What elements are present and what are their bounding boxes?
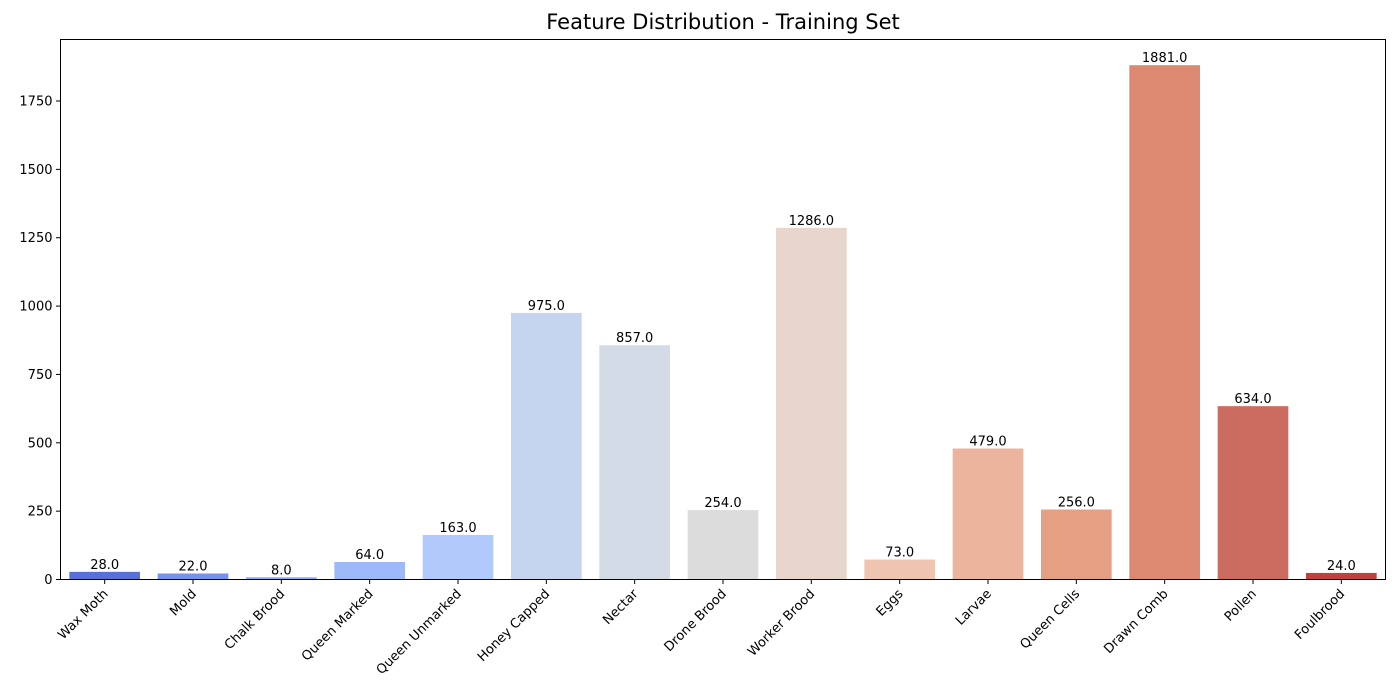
y-tick-label: 1750 [19, 95, 52, 110]
x-tick-label: Drone Brood [662, 587, 730, 655]
bar-wax-moth [69, 571, 140, 580]
plot-frame [60, 39, 1386, 580]
bar-eggs [864, 559, 935, 580]
data-label: 8.0 [271, 563, 292, 578]
x-tick-label: Drawn Comb [1101, 587, 1171, 657]
x-tick-label: Queen Unmarked [374, 587, 465, 678]
data-label: 1286.0 [789, 214, 835, 229]
y-tick-label: 1250 [19, 231, 52, 246]
x-tick-label: Wax Moth [55, 587, 111, 643]
x-tick-label: Foulbrood [1292, 587, 1348, 643]
bar-mold [157, 573, 229, 580]
bar-drone-brood [687, 510, 759, 580]
x-tick-label: Pollen [1222, 587, 1260, 625]
data-label: 479.0 [969, 435, 1006, 450]
x-tick-label: Eggs [874, 587, 907, 620]
bar-worker-brood [776, 227, 847, 580]
data-label: 857.0 [616, 331, 653, 346]
bar-pollen [1217, 406, 1289, 580]
y-axis: 0 250 500 750 1000 1250 1500 1750 [19, 95, 61, 588]
x-tick-label: Larvae [953, 587, 995, 629]
data-label: 634.0 [1234, 392, 1271, 407]
x-tick-label: Worker Brood [745, 587, 818, 660]
data-label: 256.0 [1058, 496, 1095, 511]
bar-honey-capped [511, 312, 582, 580]
x-tick-label: Honey Capped [475, 587, 553, 665]
y-tick-label: 1500 [19, 163, 52, 178]
bar-nectar [599, 345, 670, 580]
data-label: 28.0 [90, 558, 119, 573]
x-tick-label: Mold [167, 587, 200, 620]
x-tick-label: Chalk Brood [222, 587, 288, 653]
data-label: 64.0 [355, 548, 384, 563]
data-label: 975.0 [528, 299, 565, 314]
x-tick-label: Nectar [600, 586, 642, 628]
data-label: 73.0 [885, 546, 914, 561]
bars-layer [69, 65, 1377, 580]
bar-queen-marked [334, 562, 405, 580]
data-labels-layer: 28.0 22.0 8.0 64.0 163.0 975.0 857.0 254.0 1286.… [90, 51, 1356, 578]
chart-title: Feature Distribution - Training Set [546, 10, 900, 34]
x-axis: Wax Moth Mold Chalk Brood Queen MarkedQueen… [55, 579, 1348, 678]
data-label: 24.0 [1327, 559, 1356, 574]
x-tick-label: Queen Marked [299, 587, 377, 665]
y-tick-label: 0 [44, 573, 52, 588]
bar-queen-cells [1041, 509, 1112, 580]
y-tick-label: 250 [28, 505, 53, 520]
y-tick-label: 750 [28, 368, 53, 383]
y-tick-label: 1000 [19, 300, 52, 315]
bar-drawn-comb [1129, 65, 1200, 580]
y-tick-label: 500 [28, 436, 53, 451]
bar-larvae [952, 448, 1024, 580]
data-label: 22.0 [179, 559, 208, 574]
data-label: 163.0 [439, 521, 476, 536]
data-label: 254.0 [704, 496, 741, 511]
bar-queen-unmarked [422, 534, 494, 580]
data-label: 1881.0 [1142, 51, 1188, 66]
bar-foulbrood [1306, 572, 1377, 580]
bar-chalk-brood [246, 577, 317, 580]
x-tick-label: Queen Cells [1017, 587, 1083, 653]
